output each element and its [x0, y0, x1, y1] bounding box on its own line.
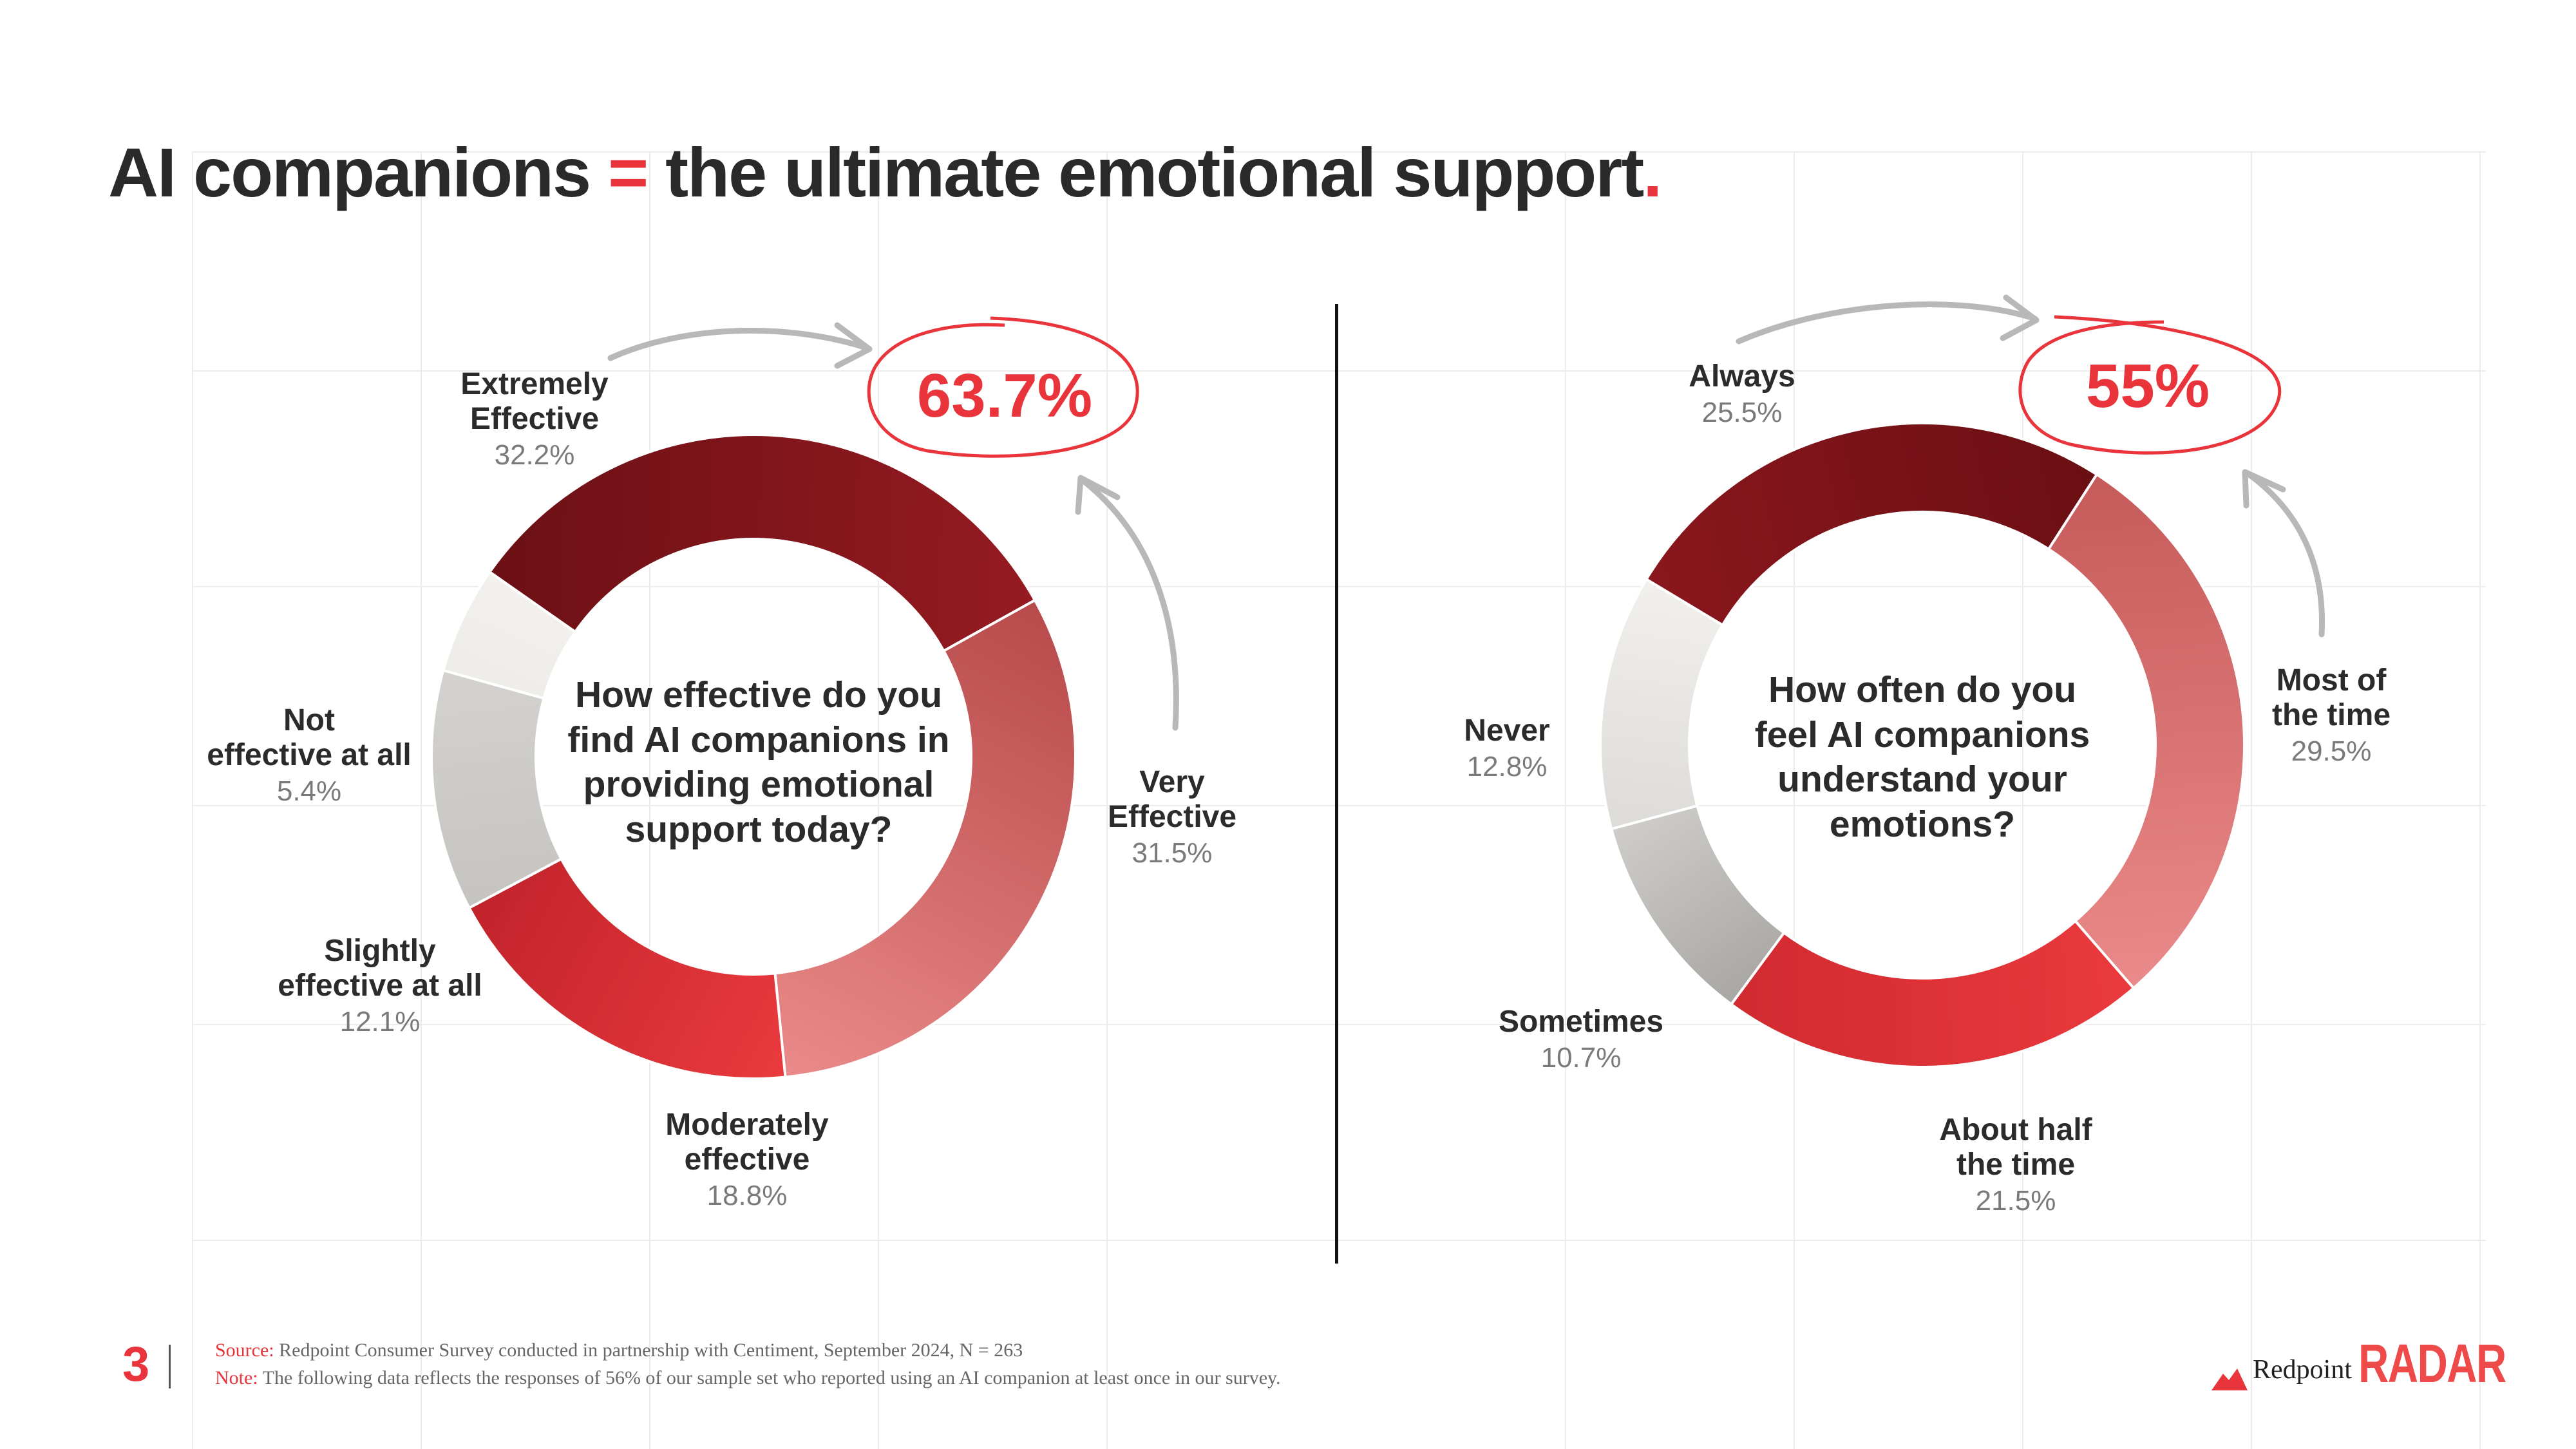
page-number-divider [169, 1345, 171, 1388]
donut-chart-effectiveness [430, 433, 1077, 1080]
grid-line [1794, 151, 1795, 1449]
value-label: 5.4% [276, 775, 342, 808]
value-label: 10.7% [1540, 1042, 1622, 1074]
title-equals: = [608, 133, 649, 211]
grid-line [2022, 151, 2023, 1449]
donut-segment-1-0 [1644, 422, 2099, 627]
category-label: Most of the time [2271, 663, 2391, 733]
donut-segment-0-4 [441, 570, 577, 700]
grid-line [192, 805, 2486, 806]
grid-line [192, 1024, 2486, 1025]
arrow-head-icon [834, 322, 873, 369]
donut-chart-understanding [1599, 422, 2246, 1068]
data-label-extremely-effective: Extremely Effective 32.2% [406, 367, 663, 471]
arrow-icon [1079, 477, 1179, 731]
data-label-very-effective: Very Effective 31.5% [1043, 765, 1301, 869]
category-label: Very Effective [1107, 765, 1237, 835]
category-label: About half the time [1939, 1113, 2092, 1182]
category-label: Never [1464, 714, 1550, 748]
donut-segment-0-1 [773, 598, 1077, 1079]
category-label: Slightly effective at all [278, 934, 482, 1003]
question-effectiveness: How effective do you find AI companions … [567, 674, 950, 850]
arrow-head-icon [1075, 475, 1121, 515]
question-understanding: How often do you feel AI companions unde… [1754, 669, 2090, 845]
value-label: 12.1% [339, 1006, 421, 1038]
source-note: Source: Redpoint Consumer Survey conduct… [215, 1340, 1023, 1361]
category-label: Sometimes [1498, 1005, 1664, 1039]
title-text: the ultimate emotional support [647, 133, 1644, 211]
data-label-slightly-effective: Slightly effective at all 12.1% [245, 934, 515, 1038]
grid-line [2479, 151, 2481, 1449]
grid-line [192, 370, 2486, 372]
source-key: Source: [215, 1340, 274, 1361]
arrow-icon [1736, 301, 2038, 345]
data-label-moderately-effective: Moderately effective 18.8% [618, 1108, 876, 1212]
donut-segment-1-2 [1729, 919, 2136, 1068]
value-label: 29.5% [2291, 735, 2372, 768]
category-label: Always [1689, 359, 1795, 393]
page-title: AI companions = the ultimate emotional s… [108, 132, 1662, 213]
note-key: Note: [215, 1367, 258, 1388]
callout-value-understand: 55% [2085, 352, 2210, 421]
callout-circle [2018, 315, 2282, 455]
category-label: Extremely Effective [460, 367, 609, 437]
value-label: 32.2% [494, 439, 575, 471]
data-label-most-of-the-time: Most of the time 29.5% [2202, 663, 2460, 768]
grid-line [421, 151, 422, 1449]
callout-value-effective: 63.7% [916, 361, 1093, 430]
grid-line [192, 1240, 2486, 1241]
title-text: AI companions [108, 133, 609, 211]
arrow-icon [607, 327, 869, 361]
donut-segment-1-4 [1599, 577, 1725, 831]
donut-segment-0-0 [488, 433, 1037, 653]
grid-line [192, 151, 2486, 153]
arrow-head-icon [2000, 294, 2040, 341]
redpoint-mountain-icon [2211, 1368, 2248, 1390]
donut-segment-0-2 [467, 857, 787, 1080]
data-label-always: Always 25.5% [1613, 359, 1871, 429]
value-label: 18.8% [706, 1180, 788, 1212]
value-label: 21.5% [1975, 1185, 2056, 1217]
data-label-about-half-the-time: About half the time 21.5% [1887, 1113, 2145, 1217]
callout-circle [867, 316, 1139, 458]
arrow-head-icon [2242, 469, 2286, 509]
grid-line [878, 151, 879, 1449]
grid-line [649, 151, 650, 1449]
grid-line [192, 151, 193, 1449]
divider-line [1335, 304, 1338, 1264]
value-label: 31.5% [1132, 837, 1213, 869]
redpoint-radar-logo: Redpoint RADAR [2211, 1333, 2506, 1394]
title-dot: . [1643, 133, 1662, 211]
grid-line [1565, 151, 1566, 1449]
category-label: Moderately effective [665, 1108, 829, 1177]
logo-brand: Redpoint [2253, 1355, 2352, 1385]
grid-line [2251, 151, 2252, 1449]
page-number: 3 [122, 1337, 150, 1392]
logo-radar: RADAR [2358, 1333, 2506, 1394]
arrow-icon [2244, 470, 2325, 638]
data-label-not-effective: Not effective at all 5.4% [174, 703, 444, 808]
value-label: 12.8% [1466, 751, 1548, 783]
source-text: Redpoint Consumer Survey conducted in pa… [274, 1340, 1023, 1361]
footnote: Note: The following data reflects the re… [215, 1367, 1281, 1389]
data-label-never: Never 12.8% [1378, 714, 1636, 783]
grid-line [192, 586, 2486, 587]
category-label: Not effective at all [207, 703, 412, 773]
donut-segment-1-1 [2047, 472, 2246, 990]
data-label-sometimes: Sometimes 10.7% [1452, 1005, 1710, 1074]
grid-line [1106, 151, 1108, 1449]
note-text: The following data reflects the response… [258, 1367, 1281, 1388]
value-label: 25.5% [1701, 397, 1783, 429]
